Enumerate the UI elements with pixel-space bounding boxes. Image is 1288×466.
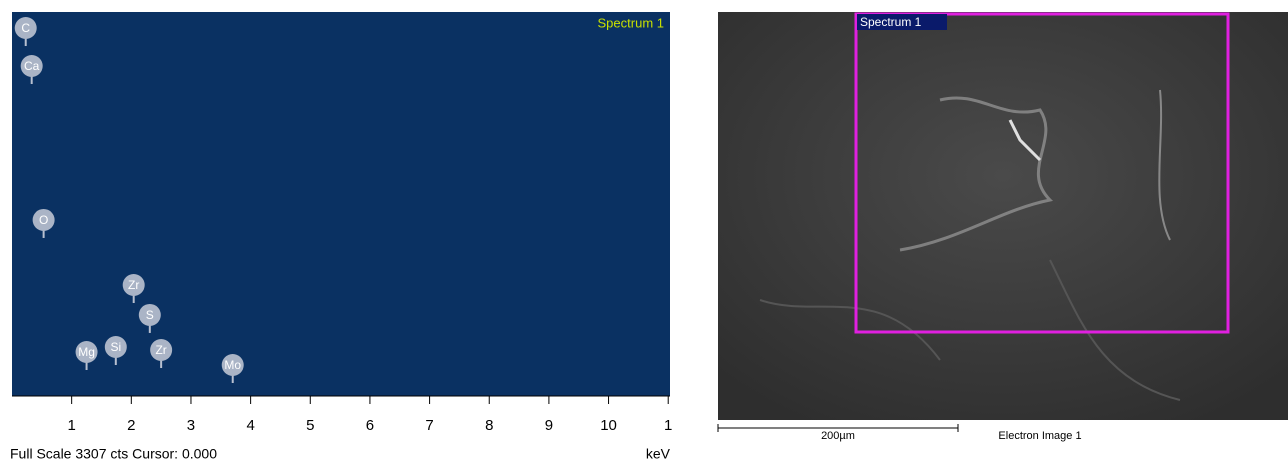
peak-label: Zr <box>155 343 166 357</box>
scale-bar-label: 200µm <box>821 430 855 442</box>
x-tick-label: 9 <box>545 417 553 434</box>
peak-annotation: O <box>32 208 55 238</box>
texture <box>899 96 1054 252</box>
sem-panel: Spectrum 1 200µm Electron Image 1 <box>717 12 1288 442</box>
peak-marker <box>122 273 145 296</box>
x-tick-label: 5 <box>306 417 314 434</box>
peak-marker <box>20 54 43 77</box>
peak-label: Mg <box>78 345 95 359</box>
peak-annotation: Mo <box>221 353 244 383</box>
region-label-bg <box>857 14 947 30</box>
peak-label: Zr <box>128 278 139 292</box>
peak-marker <box>138 303 161 326</box>
peak-annotation: Ca <box>20 54 43 84</box>
x-tick-label: 2 <box>127 417 135 434</box>
peak-marker <box>14 17 37 40</box>
region-box <box>854 12 1230 334</box>
x-tick-label: 7 <box>425 417 433 434</box>
x-tick-label: 1 <box>664 417 672 434</box>
image-caption: Electron Image 1 <box>998 430 1081 442</box>
scale-bar <box>717 424 959 432</box>
texture <box>1158 89 1171 241</box>
x-tick-label: 10 <box>600 417 617 434</box>
spectrum-panel: Spectrum 1 Full Scale 3307 cts Cursor: 0… <box>10 12 672 462</box>
footer: Full Scale 3307 cts Cursor: 0.000 <box>10 446 217 462</box>
peak-label: C <box>21 21 30 35</box>
x-axis-label: keV <box>646 446 671 462</box>
peak-label: Si <box>110 340 121 354</box>
plot-background <box>12 12 670 396</box>
peak-label: S <box>146 308 154 322</box>
region-label: Spectrum 1 <box>860 15 922 29</box>
peak-annotation: Zr <box>150 339 173 369</box>
peak-label: O <box>39 213 48 227</box>
peak-annotation: Zr <box>122 273 145 303</box>
x-tick-label: 1 <box>67 417 75 434</box>
peak-marker <box>150 339 173 362</box>
texture <box>1008 119 1042 162</box>
peak-marker <box>75 340 98 363</box>
peak-annotation: S <box>138 303 161 333</box>
x-tick-label: 6 <box>366 417 374 434</box>
peak-marker <box>32 208 55 231</box>
peak-annotation: Si <box>104 335 127 365</box>
peak-annotation: C <box>14 17 37 47</box>
x-tick-label: 3 <box>187 417 195 434</box>
peak-label: Mo <box>224 358 241 372</box>
texture <box>759 259 1181 401</box>
peak-marker <box>221 353 244 376</box>
spectrum-title: Spectrum 1 <box>598 15 664 30</box>
peak-label: Ca <box>24 59 40 73</box>
x-tick-label: 4 <box>246 417 254 434</box>
x-tick-label: 8 <box>485 417 493 434</box>
peak-annotation: Mg <box>75 340 98 370</box>
peak-marker <box>104 335 127 358</box>
